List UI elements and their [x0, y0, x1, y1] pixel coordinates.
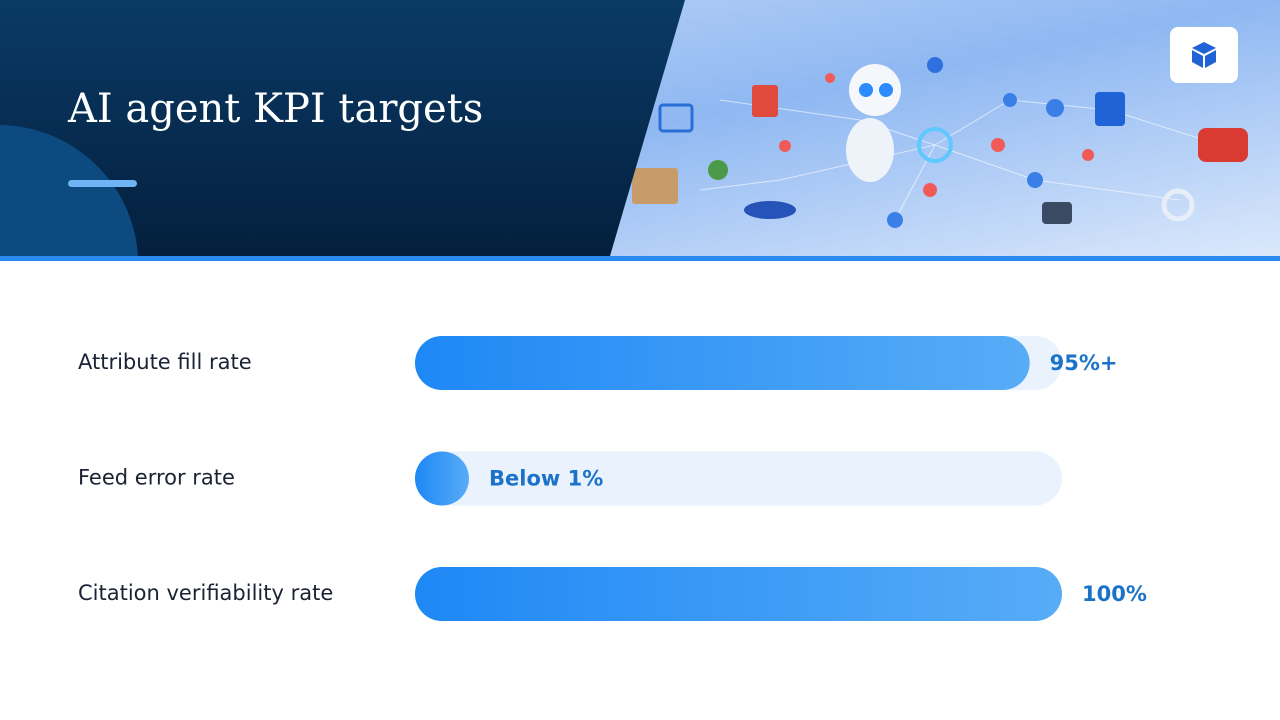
header-rule: [0, 256, 1280, 261]
network-nodes: [632, 57, 1248, 228]
bar: [415, 567, 1062, 621]
category-label: Attribute fill rate: [78, 350, 252, 374]
title: AI agent KPI targets: [67, 86, 483, 132]
category-label: Feed error rate: [78, 466, 235, 490]
header: AI agent KPI targets: [0, 0, 1280, 261]
value-label: 100%: [1082, 582, 1147, 606]
value-label: 95%+: [1050, 351, 1118, 375]
value-label: Below 1%: [489, 467, 603, 491]
category-label: Citation verifiability rate: [78, 581, 333, 605]
bar-track: [415, 451, 1062, 506]
title-accent: [68, 180, 137, 187]
kpi-bars: Attribute fill rate 95%+ Feed error rate Be…: [78, 336, 1147, 621]
decor-circle: [0, 125, 138, 256]
header-panel: [0, 0, 685, 256]
logo-box: [1170, 27, 1238, 83]
bar: [415, 451, 469, 506]
logo-icon: [1192, 42, 1216, 68]
bar: [415, 336, 1030, 390]
